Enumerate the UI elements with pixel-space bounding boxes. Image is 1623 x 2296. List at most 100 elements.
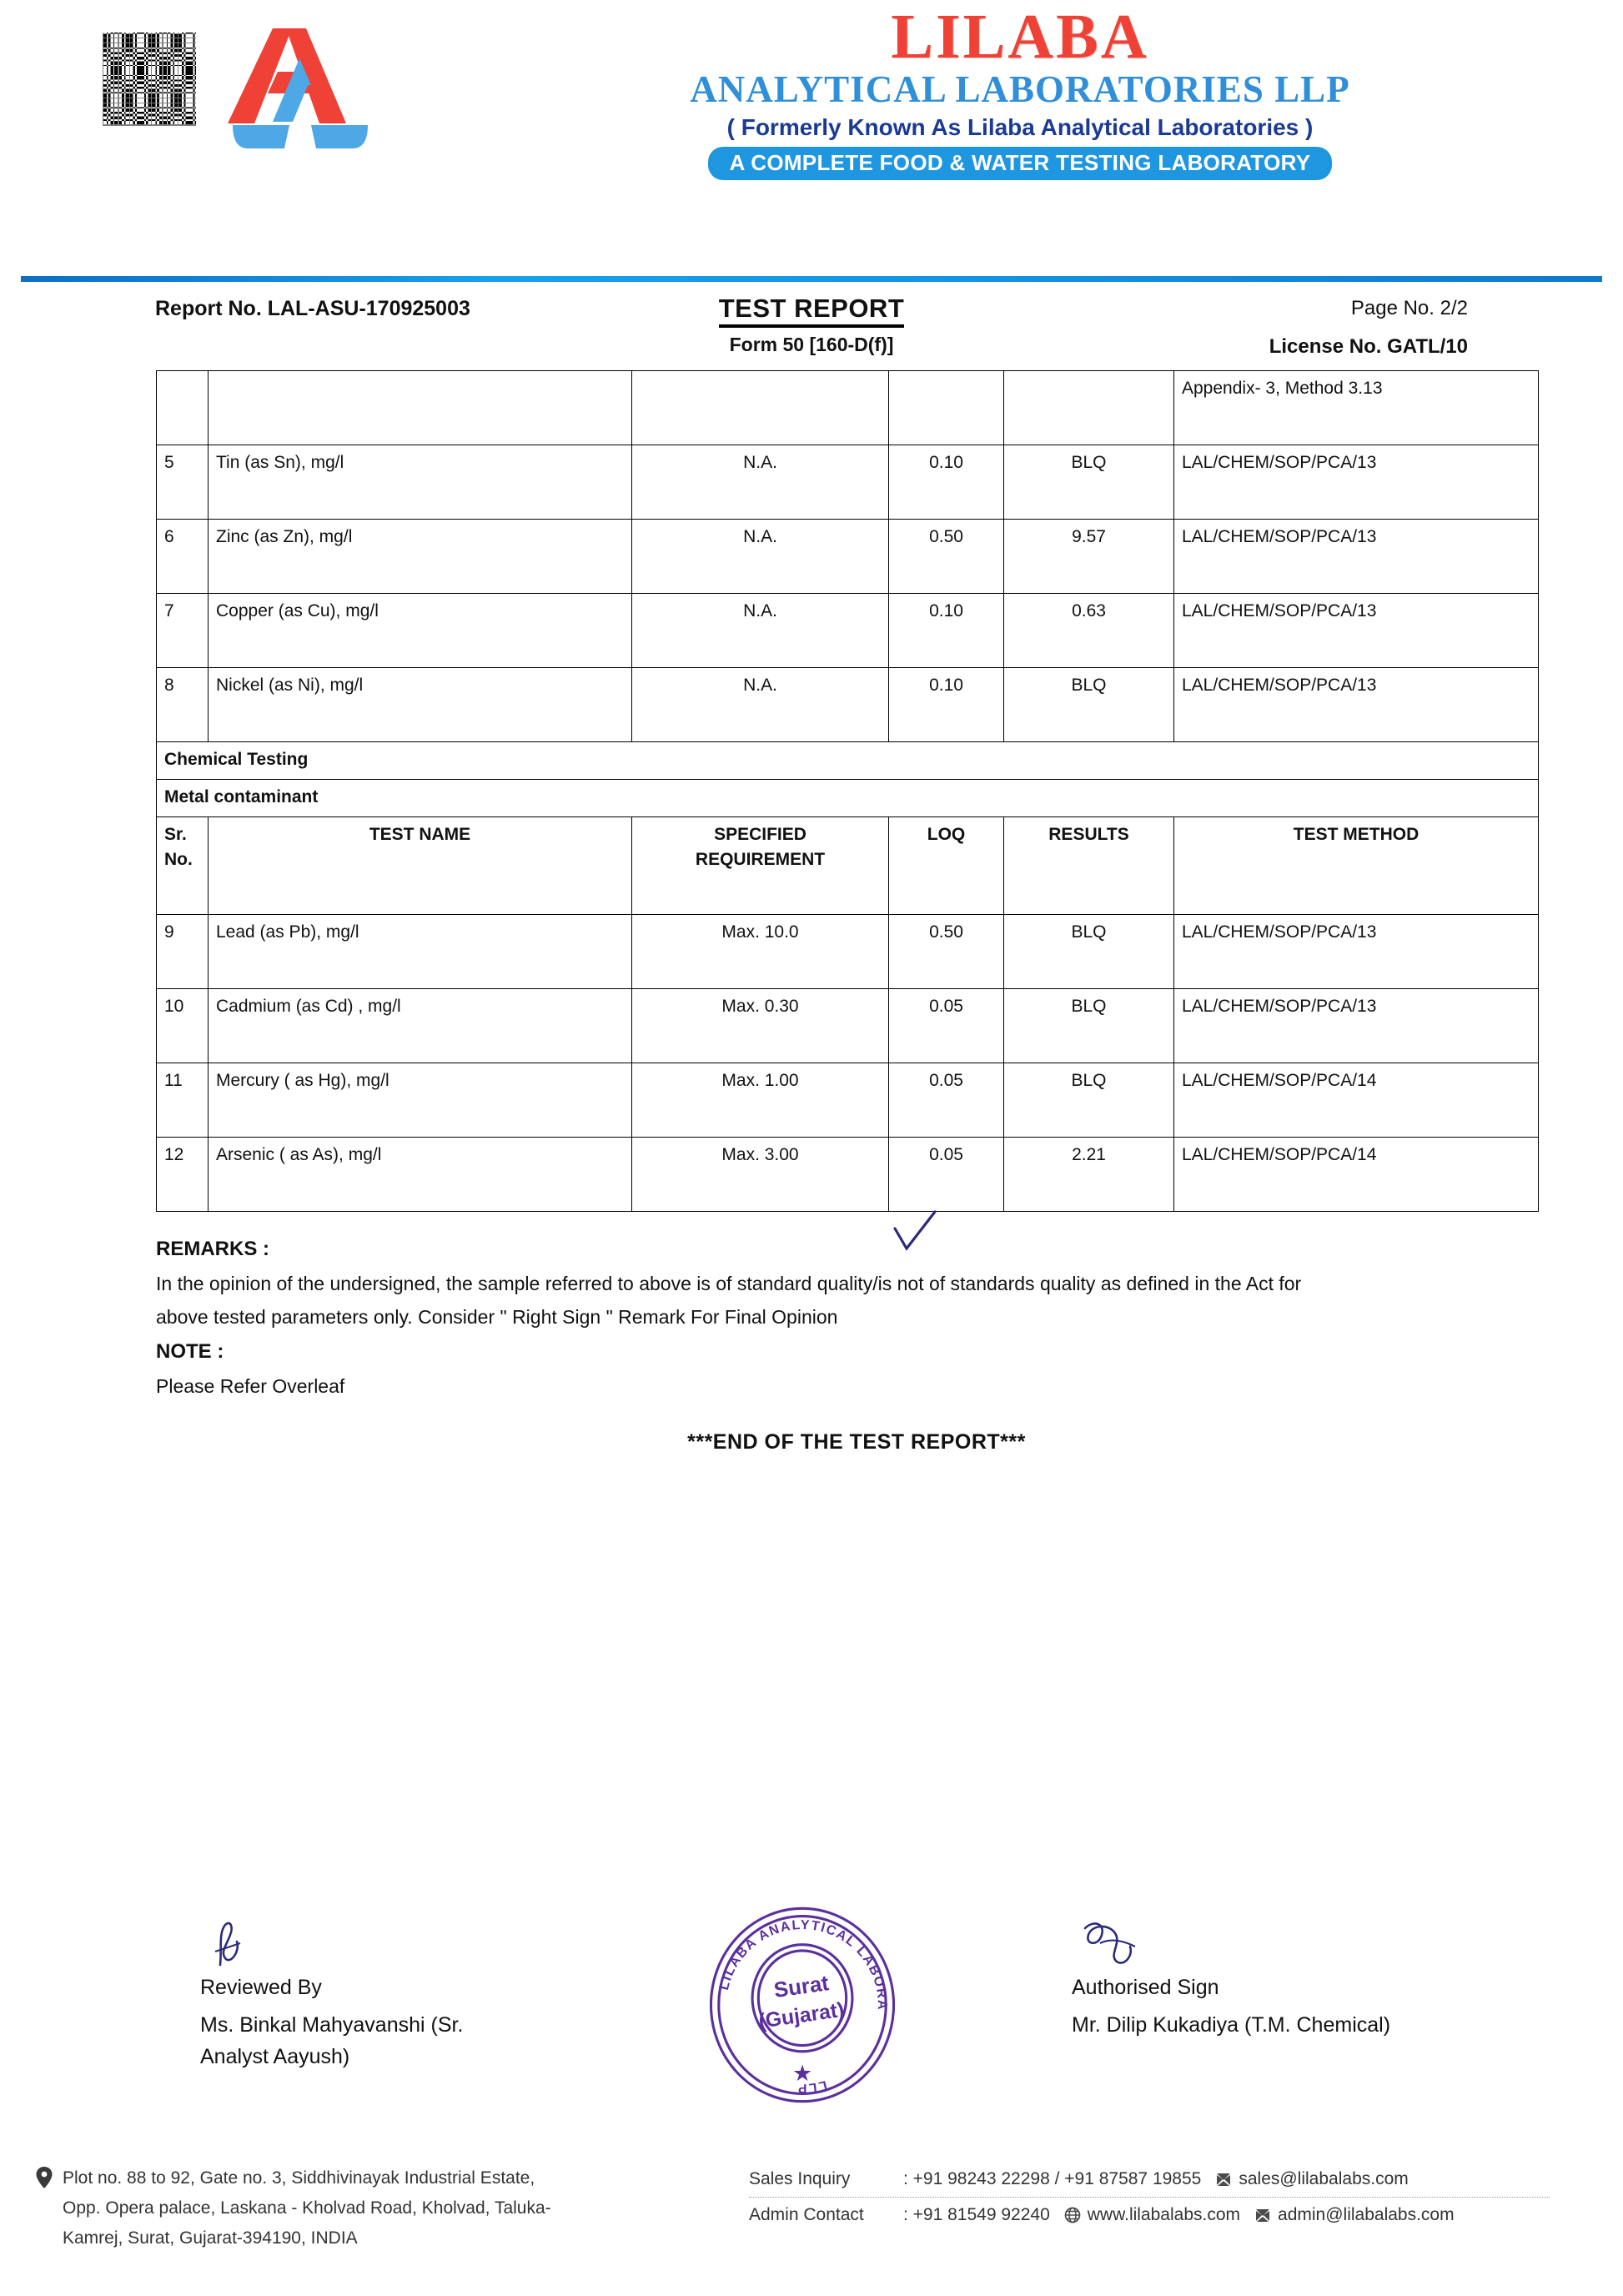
cell-test-name: Cadmium (as Cd) , mg/l [208,988,632,1063]
brand-block: LILABA ANALYTICAL LABORATORIES LLP ( For… [417,2,1623,181]
report-number: Report No. LAL-ASU-170925003 [155,297,470,321]
cell-loq [888,370,1004,445]
authorised-sign-name: Mr. Dilip Kukadiya (T.M. Chemical) [1072,2013,1391,2037]
footer-address-line-2: Opp. Opera palace, Laskana - Kholvad Roa… [63,2198,551,2218]
column-header-test-name: TEST NAME [208,816,632,915]
cell-specified: Max. 1.00 [631,1063,889,1138]
cell-method: Appendix- 3, Method 3.13 [1173,370,1539,445]
section-header-row: Chemical Testing [156,741,1539,780]
footer-admin-email[interactable]: admin@lilabalabs.com [1278,2204,1455,2224]
cell-specified: N.A. [631,519,889,594]
page-number-value: 2/2 [1440,297,1468,319]
cell-method: LAL/CHEM/SOP/PCA/13 [1173,445,1539,520]
cell-sr: 8 [156,667,209,742]
brand-former-name: ( Formerly Known As Lilaba Analytical La… [726,114,1314,141]
location-pin-icon [36,2167,53,2188]
cell-results: BLQ [1003,445,1174,520]
license-number-value: GATL/10 [1387,335,1468,358]
section-header-row: Metal contaminant [156,779,1539,817]
email-icon [1256,2208,1270,2222]
cell-results [1003,370,1174,445]
remarks-line-1: In the opinion of the undersigned, the s… [156,1273,1302,1294]
footer-admin-label: Admin Contact [749,2204,864,2224]
cell-method: LAL/CHEM/SOP/PCA/13 [1173,988,1539,1063]
remarks-line-2: above tested parameters only. Consider "… [156,1306,838,1329]
table-row: 9 Lead (as Pb), mg/l Max. 10.0 0.50 BLQ … [156,914,1539,989]
end-of-report-text: ***END OF THE TEST REPORT*** [687,1429,1026,1454]
cell-method: LAL/CHEM/SOP/PCA/13 [1173,667,1539,742]
cell-loq: 0.10 [888,667,1004,742]
cell-method: LAL/CHEM/SOP/PCA/14 [1173,1063,1539,1138]
page-number-label: Page No. [1350,297,1435,319]
cell-sr: 12 [156,1137,209,1212]
authoriser-signature-icon [1083,1922,1136,1964]
svg-text:Surat: Surat [772,1972,831,2002]
signature-section: Reviewed By Ms. Binkal Mahyavanshi (Sr. … [0,1902,1623,2127]
brand-subtitle: ANALYTICAL LABORATORIES LLP [690,68,1350,111]
section-label-chemical-testing: Chemical Testing [156,741,1539,780]
cell-sr: 6 [156,519,209,594]
report-number-label: Report No. [155,297,262,320]
table-row: 5 Tin (as Sn), mg/l N.A. 0.10 BLQ LAL/CH… [156,445,1539,520]
column-header-spec-line1: SPECIFIED [714,825,806,844]
license-number-label: License No. [1269,335,1382,358]
cell-loq: 0.50 [888,519,1004,594]
svg-text:★: ★ [792,2061,812,2086]
report-meta: Page No. 2/2 License No. GATL/10 [1269,297,1468,359]
company-logo-icon [228,28,368,148]
footer-address: Plot no. 88 to 92, Gate no. 3, Siddhivin… [36,2163,696,2253]
remarks-label: REMARKS : [156,1238,269,1260]
reviewer-signature-icon [214,1922,241,1967]
results-table-wrapper: Appendix- 3, Method 3.13 5 Tin (as Sn), … [156,370,1539,1212]
form-reference: Form 50 [160-D(f)] [729,334,894,355]
page-title: TEST REPORT [718,294,905,328]
footer-admin-value: : +91 81549 92240 [903,2204,1050,2224]
footer-sales-email[interactable]: sales@lilabalabs.com [1239,2169,1409,2188]
authorised-sign-role: Authorised Sign [1072,1976,1219,1999]
cell-sr: 5 [156,445,209,520]
cell-results: 2.21 [1003,1137,1174,1212]
globe-icon [1064,2207,1081,2223]
authorised-sign-block: Authorised Sign Mr. Dilip Kukadiya (T.M.… [1072,1918,1505,2042]
cell-specified: Max. 10.0 [631,914,889,989]
cell-specified: N.A. [631,445,889,520]
note-label: NOTE : [156,1339,224,1363]
cell-test-name: Nickel (as Ni), mg/l [208,667,632,742]
remarks-section: REMARKS : In the opinion of the undersig… [156,1210,1557,1461]
brand-name: LILABA [891,2,1149,72]
cell-sr [156,370,209,445]
cell-test-name: Arsenic ( as As), mg/l [208,1137,632,1212]
cell-results: BLQ [1003,1063,1174,1138]
cell-results: BLQ [1003,667,1174,742]
footer-admin-row: Admin Contact : +91 81549 92240 www.lila… [749,2199,1583,2231]
cell-loq: 0.05 [888,988,1004,1063]
table-row: 7 Copper (as Cu), mg/l N.A. 0.10 0.63 LA… [156,593,1539,668]
letterhead: LILABA ANALYTICAL LABORATORIES LLP ( For… [0,0,1623,282]
cell-loq: 0.05 [888,1137,1004,1212]
license-number: License No. GATL/10 [1269,335,1468,359]
table-row: 8 Nickel (as Ni), mg/l N.A. 0.10 BLQ LAL… [156,667,1539,742]
footer-sales-row: Sales Inquiry : +91 98243 22298 / +91 87… [749,2163,1583,2195]
column-header-sr-line2: No. [164,850,193,870]
column-header-sr-no: Sr. No. [156,816,209,915]
cell-specified: Max. 3.00 [631,1137,889,1212]
cell-method: LAL/CHEM/SOP/PCA/13 [1173,914,1539,989]
footer-website[interactable]: www.lilabalabs.com [1087,2204,1241,2224]
footer-contact: Sales Inquiry : +91 98243 22298 / +91 87… [749,2163,1583,2231]
cell-method: LAL/CHEM/SOP/PCA/14 [1173,1137,1539,1212]
reviewed-by-name: Ms. Binkal Mahyavanshi (Sr. Analyst Aayu… [200,2010,592,2072]
svg-text:(Gujarat): (Gujarat) [757,1999,846,2033]
datamatrix-barcode-icon [102,32,197,127]
footer-divider [749,2196,1550,2198]
cell-test-name [208,370,632,445]
table-row: 12 Arsenic ( as As), mg/l Max. 3.00 0.05… [156,1137,1539,1212]
column-header-specified-requirement: SPECIFIED REQUIREMENT [631,816,889,915]
cell-results: 0.63 [1003,593,1174,668]
cell-sr: 9 [156,914,209,989]
cell-results: BLQ [1003,914,1174,989]
cell-sr: 11 [156,1063,209,1138]
cell-loq: 0.10 [888,593,1004,668]
cell-method: LAL/CHEM/SOP/PCA/13 [1173,519,1539,594]
svg-text:LLP: LLP [796,2077,828,2095]
reviewed-by-name-line2: Analyst Aayush) [200,2044,350,2068]
